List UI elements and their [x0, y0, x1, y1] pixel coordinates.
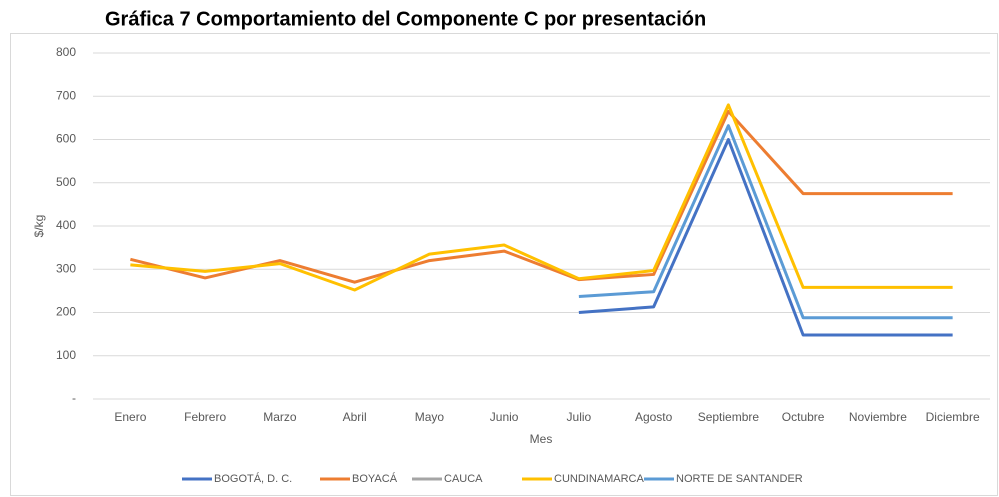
- y-tick-label: 300: [56, 261, 76, 275]
- y-tick-label: 400: [56, 218, 76, 232]
- y-tick-label: 100: [56, 348, 76, 362]
- legend-label: CAUCA: [444, 473, 483, 485]
- series-line: [578, 138, 953, 337]
- y-tick-label: 700: [56, 88, 76, 102]
- legend-label: BOGOTÁ, D. C.: [214, 472, 292, 485]
- x-tick-label: Octubre: [782, 410, 825, 424]
- legend-label: NORTE DE SANTANDER: [676, 473, 803, 485]
- x-axis-label: Mes: [530, 432, 553, 446]
- y-tick-label: 500: [56, 175, 76, 189]
- chart-frame: [10, 33, 998, 496]
- x-tick-label: Febrero: [184, 410, 226, 424]
- y-tick-label: 600: [56, 132, 76, 146]
- x-tick-label: Abril: [343, 410, 367, 424]
- y-tick-label: -: [72, 391, 76, 405]
- series-line: [130, 103, 953, 292]
- x-tick-label: Junio: [490, 410, 519, 424]
- x-tick-label: Septiembre: [698, 410, 760, 424]
- legend-label: BOYACÁ: [352, 472, 398, 485]
- x-tick-label: Noviembre: [849, 410, 907, 424]
- y-tick-label: 800: [56, 45, 76, 59]
- x-tick-label: Mayo: [415, 410, 445, 424]
- chart-title: Gráfica 7 Comportamiento del Componente …: [105, 8, 706, 30]
- x-tick-label: Julio: [567, 410, 592, 424]
- x-tick-label: Enero: [114, 410, 146, 424]
- series-line: [578, 124, 953, 320]
- legend-label: CUNDINAMARCA: [554, 473, 645, 485]
- x-tick-label: Marzo: [263, 410, 297, 424]
- x-tick-label: Agosto: [635, 410, 673, 424]
- y-axis-label: $/kg: [32, 215, 46, 238]
- y-tick-label: 200: [56, 305, 76, 319]
- x-tick-label: Diciembre: [926, 410, 980, 424]
